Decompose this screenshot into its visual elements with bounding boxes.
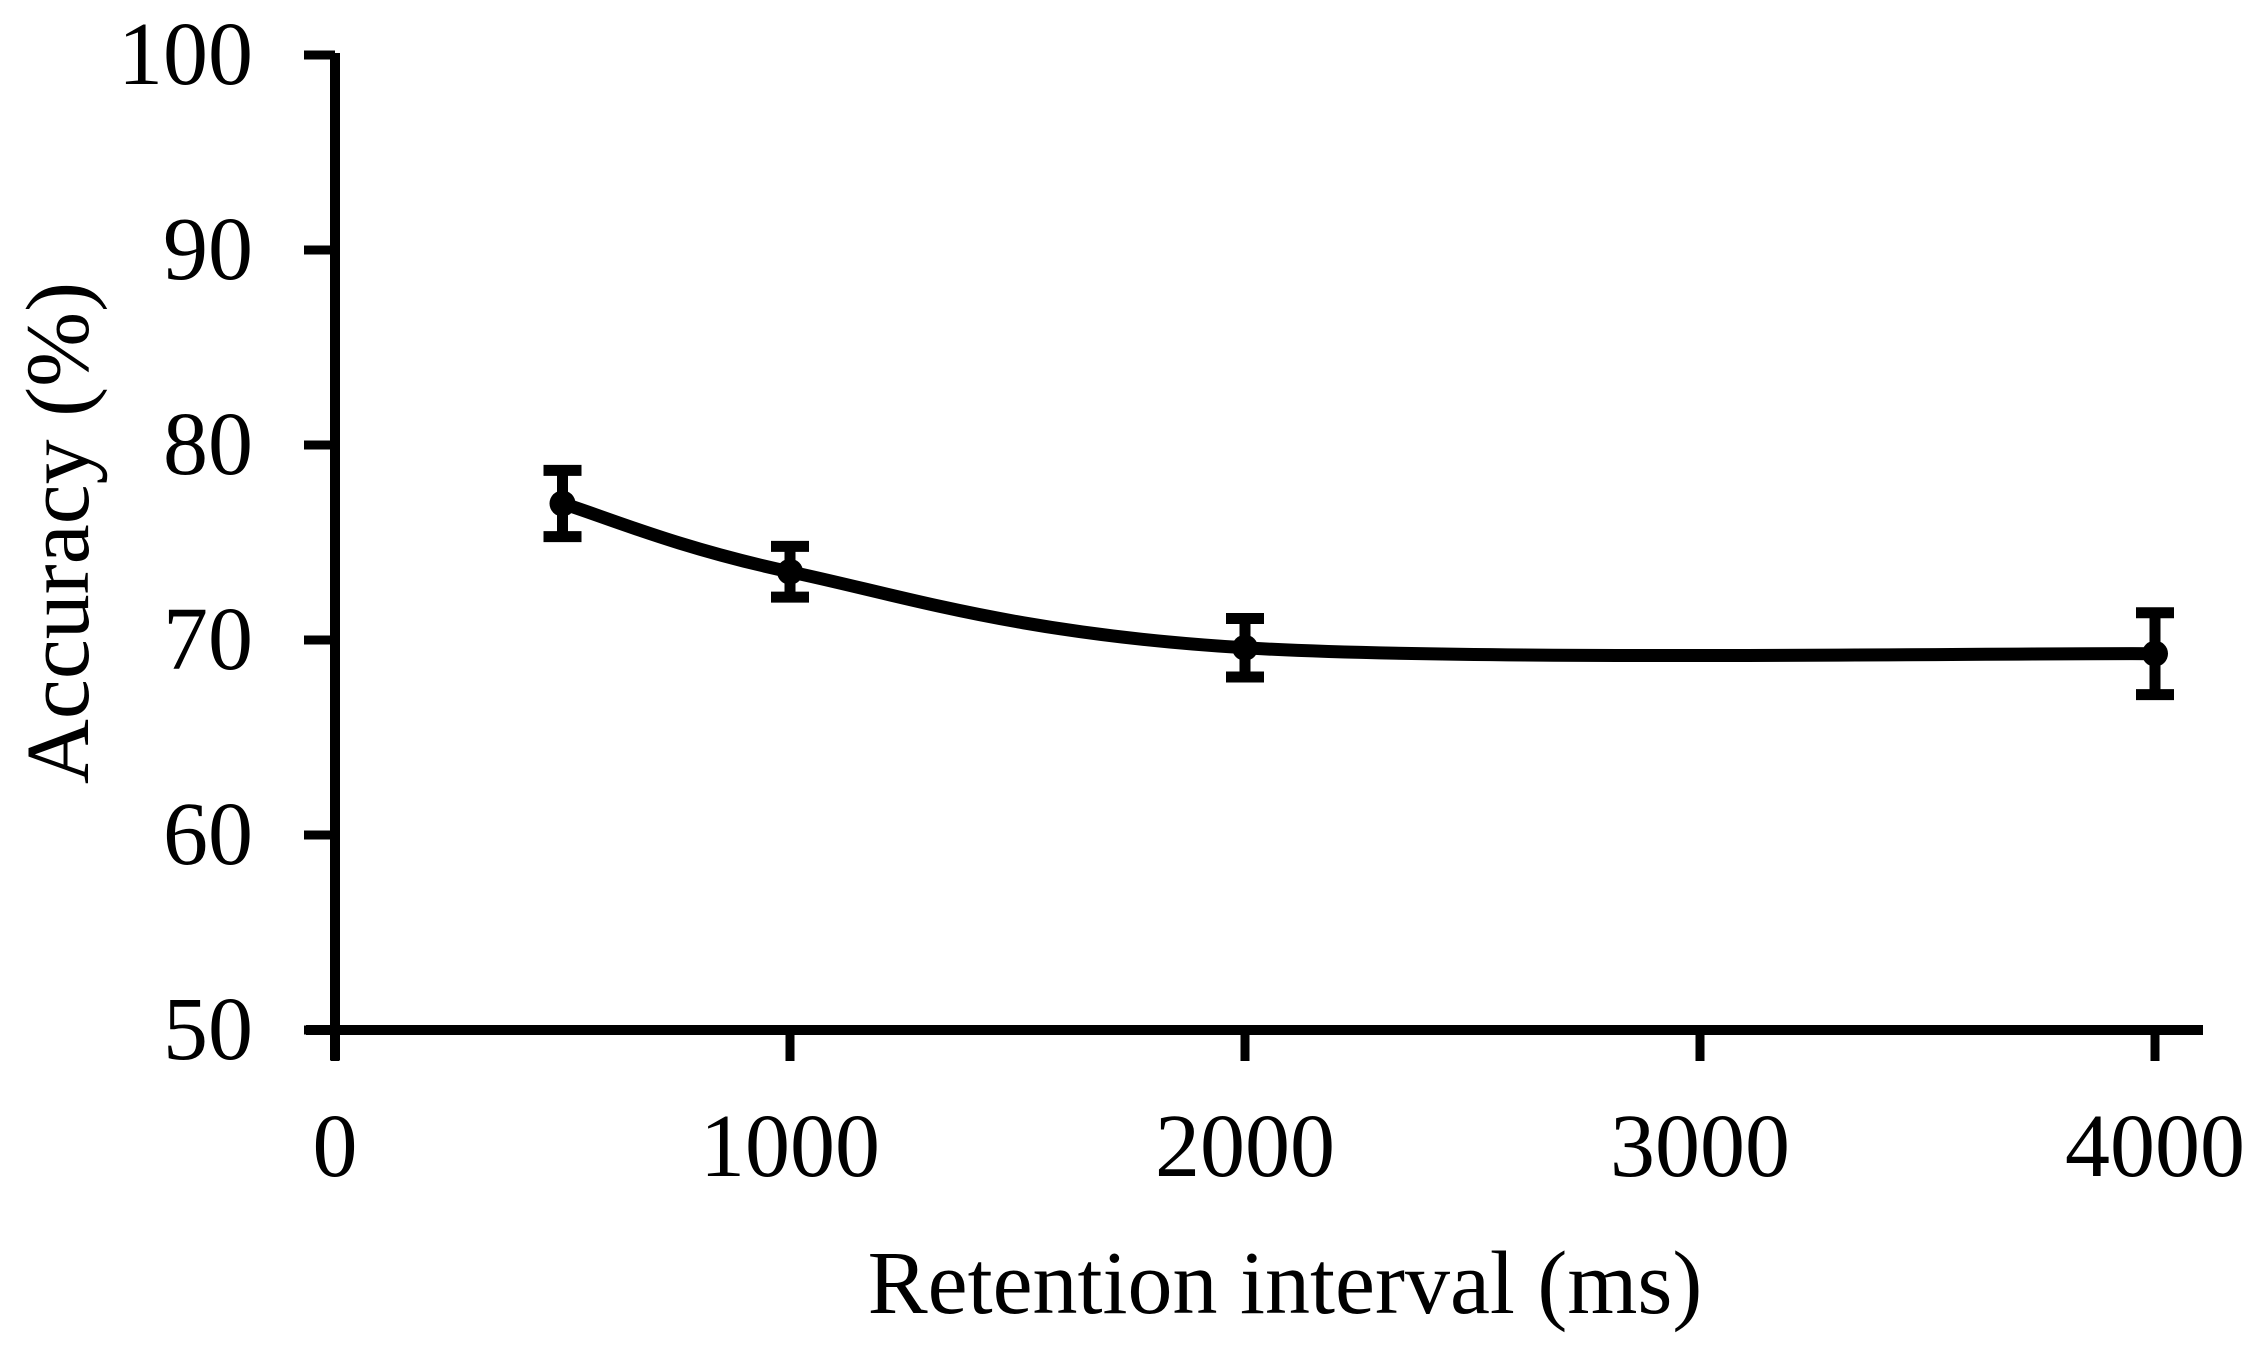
y-tick-label: 60 (163, 785, 253, 884)
y-tick-label: 100 (118, 5, 253, 104)
data-series-layer (543, 464, 2174, 701)
data-point-marker (2142, 640, 2168, 667)
x-tick-label: 2000 (1155, 1097, 1335, 1196)
data-point-marker (549, 490, 576, 517)
y-tick-label: 70 (163, 590, 253, 689)
y-axis-title: Accuracy (%) (9, 282, 108, 784)
y-tick-label: 80 (163, 395, 253, 494)
x-tick-label: 3000 (1610, 1097, 1790, 1196)
y-tick-label: 90 (163, 200, 253, 299)
data-point-marker (1232, 634, 1258, 661)
ticks-layer (304, 50, 2160, 1061)
y-tick-label: 50 (163, 980, 253, 1079)
axes-layer (306, 53, 2203, 1060)
data-point-marker (777, 558, 803, 585)
x-axis-title: Retention interval (ms) (868, 1234, 1703, 1333)
x-tick-label: 0 (313, 1097, 358, 1196)
x-tick-label: 4000 (2065, 1097, 2245, 1196)
x-tick-label: 1000 (700, 1097, 880, 1196)
series-line (560, 497, 2156, 663)
